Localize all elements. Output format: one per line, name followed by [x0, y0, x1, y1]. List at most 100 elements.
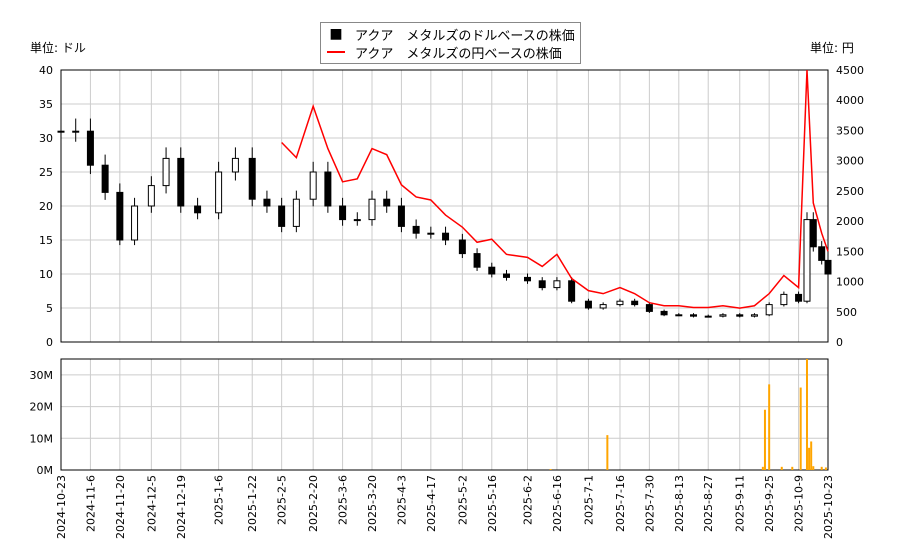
- x-tick-label: 2025-3-20: [366, 475, 379, 532]
- volume-tick-label: 30M: [30, 369, 54, 382]
- x-tick-label: 2024-12-19: [175, 475, 188, 539]
- x-tick-label: 2025-8-13: [673, 475, 686, 532]
- x-tick-label: 2025-1-22: [246, 475, 259, 532]
- candle: [368, 198, 376, 221]
- right-tick-label: 1000: [836, 276, 864, 289]
- left-tick-label: 10: [39, 268, 53, 281]
- x-tick-label: 2025-7-16: [614, 475, 627, 532]
- volume-bar: [824, 467, 827, 470]
- black-square-icon: ■: [329, 26, 343, 42]
- candle: [780, 293, 788, 306]
- x-tick-label: 2025-8-27: [702, 475, 715, 532]
- candle: [553, 280, 561, 289]
- candle: [427, 232, 435, 235]
- candle: [616, 300, 624, 306]
- volume-bar: [805, 359, 808, 470]
- left-unit-label: 単位: ドル: [30, 41, 86, 55]
- right-tick-label: 3500: [836, 124, 864, 137]
- volume-bar: [810, 441, 813, 470]
- legend-label-usd: アクア メタルズのドルベースの株価: [355, 28, 575, 44]
- x-tick-label: 2025-2-5: [276, 475, 289, 525]
- x-tick-label: 2025-9-25: [763, 475, 776, 532]
- candle: [645, 304, 653, 312]
- candle: [278, 205, 286, 227]
- x-tick-label: 2025-2-20: [307, 475, 320, 532]
- right-tick-label: 2000: [836, 215, 864, 228]
- candle: [736, 314, 744, 317]
- x-tick-label: 2025-4-17: [425, 475, 438, 532]
- x-tick-label: 2024-11-20: [114, 475, 127, 539]
- right-unit-label: 単位: 円: [810, 41, 854, 55]
- candle: [719, 314, 727, 317]
- x-tick-label: 2025-7-1: [582, 475, 595, 525]
- candle: [538, 280, 546, 289]
- candle: [263, 198, 271, 207]
- candle: [215, 171, 223, 214]
- candle: [809, 219, 817, 248]
- candle: [502, 273, 510, 278]
- candle: [292, 198, 300, 227]
- candle: [309, 171, 317, 200]
- volume-bar: [808, 447, 811, 470]
- x-tick-label: 2025-5-16: [486, 475, 499, 532]
- left-tick-label: 40: [39, 64, 53, 77]
- right-tick-label: 500: [836, 306, 857, 319]
- x-tick-label: 2025-3-6: [337, 475, 350, 525]
- volume-plot-frame: [60, 358, 829, 471]
- candle: [750, 314, 758, 317]
- x-tick-label: 2024-10-23: [55, 475, 68, 539]
- left-tick-label: 15: [39, 234, 53, 247]
- candle: [765, 304, 773, 316]
- candle: [584, 300, 592, 309]
- x-tick-label: 2024-12-5: [145, 475, 158, 532]
- candle: [116, 191, 124, 241]
- legend-item-usd: ■ アクア メタルズのドルベースの株価: [327, 25, 575, 44]
- candle: [248, 157, 256, 200]
- candle: [101, 164, 109, 193]
- legend: ■ アクア メタルズのドルベースの株価 アクア メタルズの円ベースの株価: [320, 22, 581, 64]
- candle: [568, 280, 576, 302]
- candle: [690, 314, 698, 317]
- candle: [72, 130, 80, 133]
- candle: [488, 266, 496, 275]
- candle: [383, 198, 391, 207]
- right-tick-label: 0: [836, 336, 843, 349]
- right-tick-label: 4500: [836, 64, 864, 77]
- candle: [524, 276, 532, 282]
- candle: [324, 171, 332, 207]
- yen-price-line: [281, 69, 829, 309]
- volume-bar: [812, 466, 815, 470]
- volume-bar: [799, 387, 802, 470]
- candle: [795, 293, 803, 302]
- candle: [675, 314, 683, 317]
- candle: [473, 253, 481, 268]
- candle: [442, 232, 450, 241]
- left-tick-label: 35: [39, 98, 53, 111]
- left-tick-label: 25: [39, 166, 53, 179]
- x-tick-label: 2025-10-9: [793, 475, 806, 532]
- volume-bar: [780, 466, 783, 470]
- candle: [131, 205, 139, 241]
- x-tick-label: 2025-10-23: [822, 475, 835, 539]
- volume-bar: [763, 409, 766, 470]
- volume-tick-label: 0M: [37, 464, 54, 477]
- left-tick-label: 5: [46, 302, 53, 315]
- x-tick-label: 2025-9-11: [734, 475, 747, 532]
- candle: [803, 219, 811, 302]
- legend-item-jpy: アクア メタルズの円ベースの株価: [327, 43, 562, 62]
- candle: [824, 259, 832, 275]
- left-tick-label: 0: [46, 336, 53, 349]
- x-tick-label: 2025-6-2: [522, 475, 535, 525]
- volume-tick-label: 10M: [30, 432, 54, 445]
- x-tick-label: 2025-5-2: [456, 475, 469, 525]
- volume-bar: [549, 469, 552, 470]
- right-tick-label: 1500: [836, 245, 864, 258]
- candle: [412, 225, 420, 234]
- right-tick-label: 3000: [836, 155, 864, 168]
- candle: [57, 130, 65, 133]
- candle: [458, 239, 466, 255]
- candle: [704, 315, 712, 318]
- candle: [397, 205, 405, 227]
